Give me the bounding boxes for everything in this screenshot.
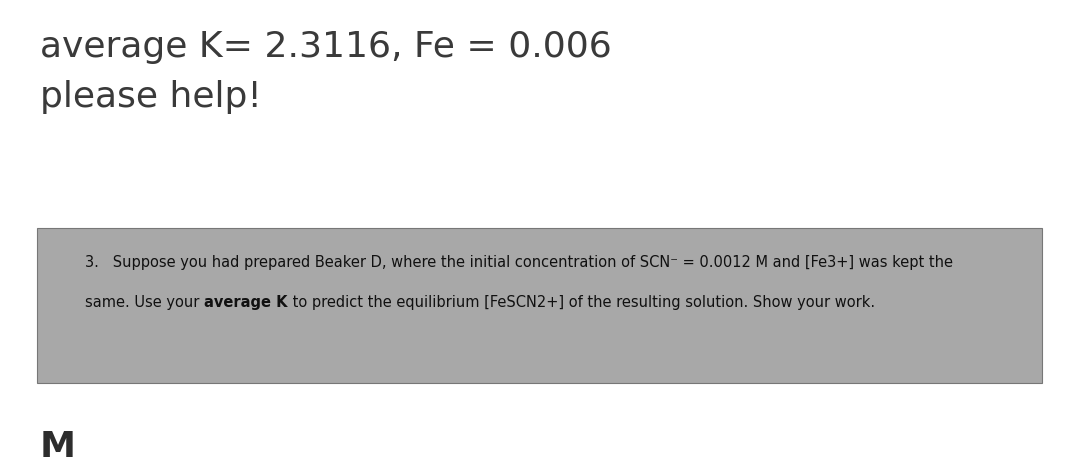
Text: to predict the equilibrium [FeSCN2+] of the resulting solution. Show your work.: to predict the equilibrium [FeSCN2+] of …: [287, 295, 875, 310]
Text: 3.   Suppose you had prepared Beaker D, where the initial concentration of SCN⁻ : 3. Suppose you had prepared Beaker D, wh…: [85, 255, 953, 270]
Text: please help!: please help!: [40, 80, 262, 114]
FancyBboxPatch shape: [37, 228, 1042, 383]
Text: M: M: [40, 430, 76, 464]
Text: average K= 2.3116, Fe = 0.006: average K= 2.3116, Fe = 0.006: [40, 30, 611, 64]
Text: same. Use your: same. Use your: [85, 295, 204, 310]
Text: average K: average K: [204, 295, 287, 310]
